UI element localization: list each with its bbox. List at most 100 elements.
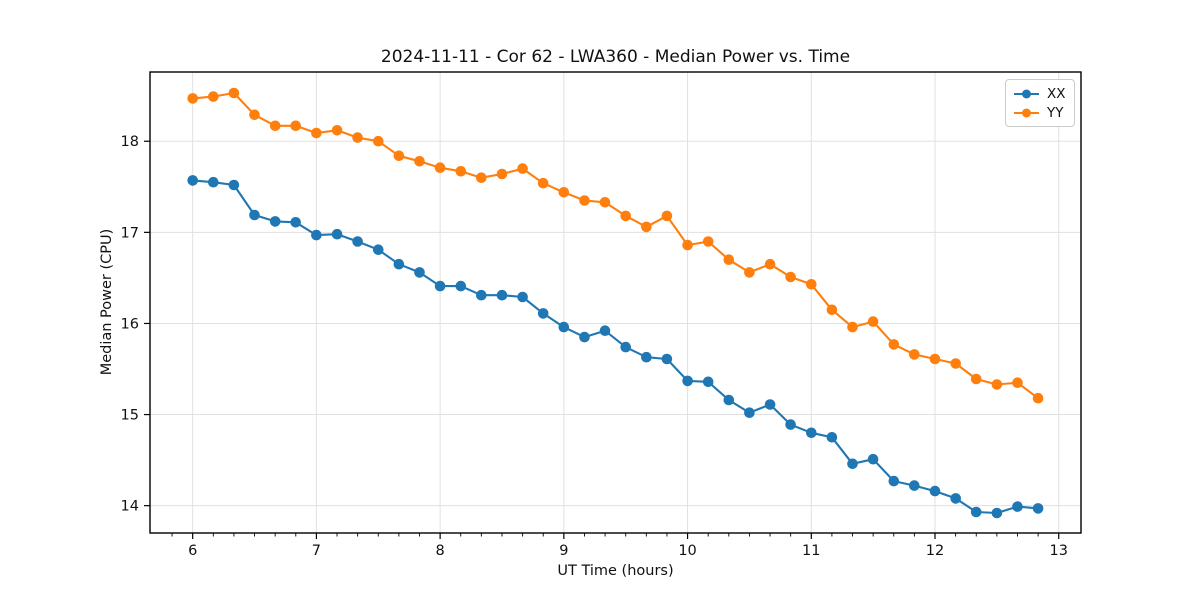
data-point-xx <box>352 236 363 247</box>
data-point-yy <box>455 166 467 177</box>
data-point-xx <box>331 228 343 240</box>
data-point-yy <box>434 162 446 173</box>
data-point-xx <box>929 485 941 497</box>
data-point-xx <box>641 351 652 363</box>
data-point-xx <box>517 291 528 303</box>
data-point-xx <box>558 321 570 333</box>
data-point-xx <box>290 217 302 228</box>
data-point-yy <box>785 271 796 283</box>
data-point-yy <box>311 127 322 139</box>
data-point-yy <box>888 339 900 350</box>
data-point-yy <box>702 236 714 247</box>
data-point-xx <box>496 289 508 301</box>
data-point-yy <box>187 93 198 104</box>
data-point-yy <box>909 349 920 360</box>
data-point-yy <box>476 172 487 183</box>
data-point-xx <box>867 453 879 465</box>
y-tick-label: 17 <box>121 225 139 241</box>
data-point-xx <box>269 216 281 227</box>
data-point-xx <box>661 353 673 365</box>
data-point-xx <box>888 475 900 487</box>
data-point-yy <box>290 120 302 132</box>
data-point-yy <box>929 353 941 365</box>
data-point-xx <box>950 493 961 504</box>
y-tick-label: 16 <box>121 316 139 332</box>
data-point-yy <box>641 221 652 233</box>
data-point-xx <box>434 280 446 292</box>
data-point-yy <box>723 254 735 265</box>
y-tick-label: 18 <box>121 134 139 150</box>
series-line-xx <box>192 179 1039 515</box>
data-point-yy <box>269 120 281 132</box>
data-point-xx <box>764 399 776 410</box>
y-tick-label: 14 <box>121 499 139 515</box>
data-point-yy <box>208 91 219 102</box>
x-axis-label: UT Time (hours) <box>557 563 674 579</box>
data-point-yy <box>537 177 549 189</box>
data-point-yy <box>352 132 363 143</box>
data-point-xx <box>476 289 487 301</box>
chart-title: 2024-11-11 - Cor 62 - LWA360 - Median Po… <box>380 47 851 67</box>
data-point-xx <box>455 280 467 292</box>
legend-swatch-yy-icon <box>1014 108 1039 117</box>
data-point-yy <box>373 135 384 147</box>
data-point-xx <box>393 258 405 270</box>
x-tick-label: 8 <box>436 543 445 559</box>
data-point-xx <box>991 507 1003 519</box>
data-point-yy <box>950 358 961 369</box>
data-point-yy <box>764 258 776 270</box>
data-point-xx <box>785 419 796 430</box>
x-tick-label: 13 <box>1050 543 1068 559</box>
data-point-yy <box>991 379 1003 390</box>
data-point-xx <box>702 376 714 388</box>
data-point-xx <box>1032 503 1044 514</box>
data-point-xx <box>970 506 982 518</box>
data-point-yy <box>249 109 260 121</box>
data-point-yy <box>744 267 755 278</box>
data-point-yy <box>620 210 631 222</box>
data-point-yy <box>517 163 528 174</box>
data-point-yy <box>970 373 982 385</box>
data-point-xx <box>579 331 590 343</box>
legend-swatch-xx-icon <box>1014 89 1039 98</box>
data-point-yy <box>847 321 858 333</box>
data-point-yy <box>558 187 570 198</box>
data-point-yy <box>228 87 240 99</box>
data-point-yy <box>826 304 838 316</box>
data-point-yy <box>393 150 405 162</box>
data-point-xx <box>826 432 838 443</box>
data-point-xx <box>373 244 384 255</box>
data-point-xx <box>909 480 920 491</box>
data-point-xx <box>228 179 240 191</box>
data-point-yy <box>599 197 611 208</box>
data-point-xx <box>806 427 817 439</box>
x-tick-label: 9 <box>559 543 568 559</box>
legend-item-xx[interactable]: XX <box>1013 84 1066 103</box>
axes-spines <box>149 71 1082 534</box>
data-point-yy <box>682 239 693 251</box>
x-tick-label: 12 <box>926 543 944 559</box>
data-point-xx <box>599 325 611 337</box>
data-point-xx <box>187 175 198 186</box>
data-point-xx <box>620 341 631 353</box>
data-point-xx <box>311 229 322 241</box>
data-point-xx <box>208 176 219 188</box>
legend-label-yy: YY <box>1047 104 1064 121</box>
data-point-xx <box>723 394 735 406</box>
data-point-yy <box>331 125 343 136</box>
x-tick-label: 6 <box>188 543 197 559</box>
data-point-xx <box>847 458 858 470</box>
legend-item-yy[interactable]: YY <box>1013 103 1066 122</box>
x-tick-label: 10 <box>678 543 696 559</box>
data-point-yy <box>867 316 879 327</box>
data-point-xx <box>1012 501 1023 512</box>
data-point-xx <box>682 375 693 387</box>
data-point-yy <box>496 168 508 180</box>
y-tick-label: 15 <box>121 408 139 424</box>
data-point-xx <box>414 267 425 278</box>
x-tick-label: 11 <box>802 543 820 559</box>
data-point-yy <box>806 279 817 290</box>
data-point-yy <box>579 195 590 206</box>
data-point-xx <box>537 308 549 319</box>
